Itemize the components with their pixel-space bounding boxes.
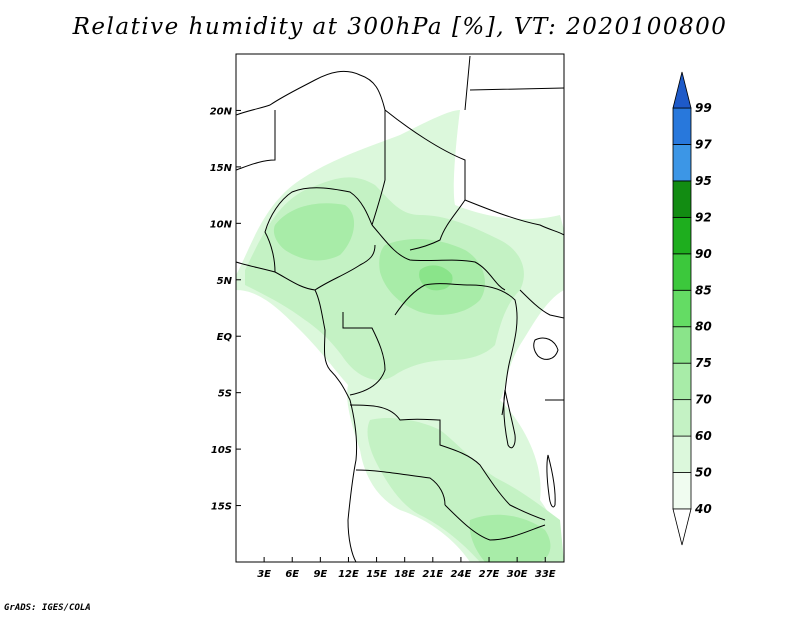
colorbar: 40 50 60 70 75 80 85 90 92 95 97 99 [672,71,712,546]
border-congo-2 [394,283,518,416]
west-coastline [236,261,358,562]
colorbar-label: 70 [695,393,712,407]
colorbar-label: 85 [695,283,712,297]
y-tick-label: 5N [217,276,233,287]
x-tick-label: 33E [535,569,556,580]
colorbar-segment [672,326,692,364]
border-chad [384,109,466,251]
border-cameroon [314,244,376,291]
colorbar-label: 80 [695,320,712,334]
colorbar-segment [672,472,692,510]
colorbar-label: 95 [695,174,712,188]
border-congo-1 [342,312,386,396]
x-tick-label: 24E [451,569,472,580]
border-car [371,224,506,291]
x-tick-label: 27E [479,569,500,580]
lake-victoria [533,337,559,360]
colorbar-label: 60 [695,429,712,443]
map-frame [235,53,565,563]
lake-malawi [546,454,556,508]
y-tick-label: 5S [218,389,232,400]
humidity-area-70 [273,203,355,261]
colorbar-segment [672,435,692,473]
x-tick-label: 3E [257,569,271,580]
x-tick-label: 15E [366,569,387,580]
country-borders [236,55,564,562]
colorbar-segment [672,180,692,218]
border-east [519,289,564,401]
y-tick-label: 20N [210,106,233,117]
colorbar-label: 99 [695,101,712,115]
colorbar-segment [672,144,692,182]
colorbar-top-arrow [672,71,692,109]
lake-tanganyika [503,389,516,449]
x-axis: 3E 6E 9E 12E 15E 18E 21E 24E 27E 30E 33E [257,557,556,580]
y-tick-label: 15S [211,502,232,513]
y-tick-label: 10N [210,219,233,230]
border-drc-south [349,404,546,521]
x-tick-label: 30E [507,569,528,580]
colorbar-label: 90 [695,247,712,261]
colorbar-segment [672,399,692,437]
border-nigeria [264,187,373,273]
y-tick-label: 10S [211,445,232,456]
border-angola [355,469,446,506]
colorbar-label: 50 [695,466,712,480]
x-tick-label: 12E [338,569,359,580]
x-tick-label: 9E [313,569,327,580]
x-tick-label: 21E [422,569,443,580]
border-sudan [464,55,564,236]
y-axis: 20N 15N 10N 5N EQ 5S 10S 15S [210,106,241,513]
colorbar-segment [672,362,692,401]
map-title: Relative humidity at 300hPa [%], VT: 202… [72,14,728,40]
colorbar-bottom-arrow [672,508,692,546]
colorbar-label: 97 [695,137,712,151]
colorbar-segment [672,107,692,145]
y-tick-label: EQ [217,332,233,343]
colorbar-segment [672,289,692,328]
humidity-area-70-se [469,514,551,562]
x-tick-label: 6E [285,569,299,580]
x-tick-label: 18E [394,569,415,580]
colorbar-label: 75 [695,356,712,370]
border-north-2 [236,110,276,171]
y-tick-label: 15N [210,163,233,174]
humidity-shading [236,110,564,562]
colorbar-label: 40 [694,502,712,516]
colorbar-label: 92 [695,210,712,224]
border-zambia [444,504,546,541]
footer-credit: GrADS: IGES/COLA [4,603,91,613]
border-north-1 [236,70,386,226]
colorbar-segment [672,216,692,255]
colorbar-segment [672,253,692,291]
